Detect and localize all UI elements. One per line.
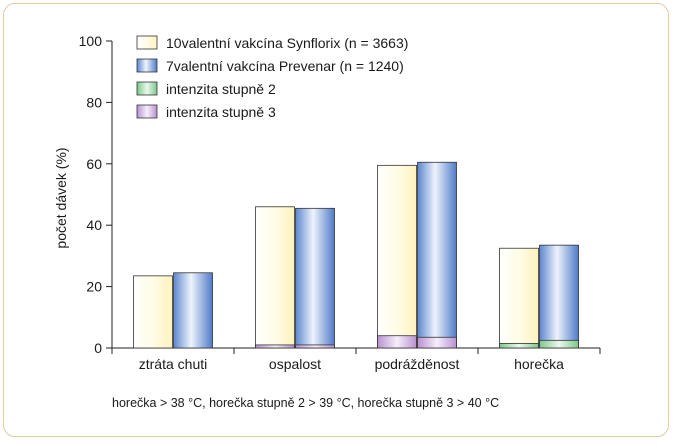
y-tick-label: 0 [94,340,102,356]
x-tick-label: podrážděnost [375,356,460,372]
legend-swatch [136,81,158,96]
x-tick-label: ospalost [269,356,321,372]
bar-grade3-segment [377,335,417,349]
y-tick-label: 20 [86,279,102,295]
legend-swatch [136,58,158,73]
legend-label: intenzita stupně 3 [166,104,276,120]
y-axis-label: počet dávek (%) [53,147,69,248]
bar-grade3-segment [295,344,335,349]
bar-prevenar [295,207,335,349]
legend-swatch [136,35,158,50]
bar-synflorix [499,247,539,349]
y-tick-label: 80 [86,94,102,110]
bar-grade2-segment [499,342,539,349]
footnote: horečka > 38 °C, horečka stupně 2 > 39 °… [112,396,500,410]
bar-prevenar [539,244,579,349]
legend-label: 7valentní vakcína Prevenar (n = 1240) [166,58,404,74]
chart-frame [3,3,669,437]
x-tick-label: horečka [514,356,564,372]
y-tick-label: 60 [86,156,102,172]
bar-prevenar [173,272,213,349]
bar-grade3-segment [417,336,457,349]
bar-synflorix [255,206,295,349]
y-tick-label: 40 [86,217,102,233]
x-tick-label: ztráta chuti [139,356,207,372]
bar-prevenar [417,161,457,349]
bar-grade2-segment [539,339,579,349]
y-tick-label: 100 [79,33,103,49]
bar-synflorix [377,164,417,349]
legend-swatch [136,104,158,119]
legend-label: intenzita stupně 2 [166,81,276,97]
legend-label: 10valentní vakcína Synflorix (n = 3663) [166,35,408,51]
bar-grade3-segment [255,344,295,349]
bar-synflorix [133,275,173,349]
